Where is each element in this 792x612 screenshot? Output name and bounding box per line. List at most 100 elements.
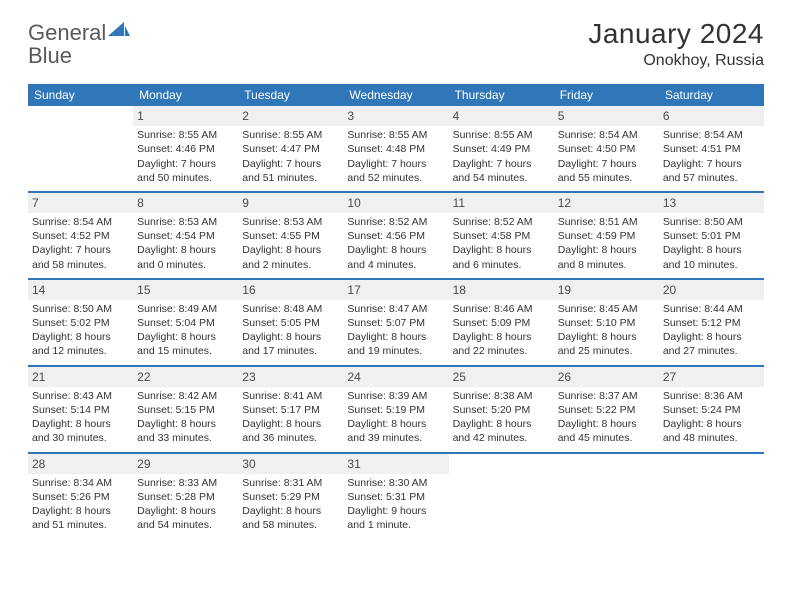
day-cell: 2Sunrise: 8:55 AMSunset: 4:47 PMDaylight… (238, 106, 343, 192)
day-cell: 23Sunrise: 8:41 AMSunset: 5:17 PMDayligh… (238, 366, 343, 453)
day-number: 17 (343, 280, 448, 300)
day-info-line: Daylight: 8 hours (347, 417, 444, 431)
day-info-line: and 51 minutes. (32, 518, 129, 532)
day-cell: 16Sunrise: 8:48 AMSunset: 5:05 PMDayligh… (238, 279, 343, 366)
day-cell: 11Sunrise: 8:52 AMSunset: 4:58 PMDayligh… (449, 192, 554, 279)
day-info-line: Sunrise: 8:49 AM (137, 302, 234, 316)
calendar-table: SundayMondayTuesdayWednesdayThursdayFrid… (28, 84, 764, 538)
day-number: 22 (133, 367, 238, 387)
day-info-line: Daylight: 8 hours (32, 504, 129, 518)
day-number: 24 (343, 367, 448, 387)
dow-header-cell: Thursday (449, 84, 554, 106)
day-info-line: Sunrise: 8:43 AM (32, 389, 129, 403)
day-number: 11 (449, 193, 554, 213)
day-cell: 27Sunrise: 8:36 AMSunset: 5:24 PMDayligh… (659, 366, 764, 453)
day-info-line: and 19 minutes. (347, 344, 444, 358)
day-info-line: Daylight: 8 hours (242, 417, 339, 431)
dow-header-cell: Tuesday (238, 84, 343, 106)
day-number: 1 (133, 106, 238, 126)
location: Onokhoy, Russia (588, 52, 764, 70)
day-info-line: Daylight: 8 hours (663, 243, 760, 257)
day-info-line: Sunset: 5:19 PM (347, 403, 444, 417)
week-row: 21Sunrise: 8:43 AMSunset: 5:14 PMDayligh… (28, 366, 764, 453)
day-info-line: Sunrise: 8:53 AM (137, 215, 234, 229)
day-number: 23 (238, 367, 343, 387)
day-number: 25 (449, 367, 554, 387)
brand-logo: General Blue (28, 22, 130, 68)
day-info-line: Sunrise: 8:50 AM (32, 302, 129, 316)
day-info-line: Sunrise: 8:45 AM (558, 302, 655, 316)
day-cell: 28Sunrise: 8:34 AMSunset: 5:26 PMDayligh… (28, 453, 133, 539)
day-info-line: Daylight: 7 hours (347, 157, 444, 171)
day-info-line: and 2 minutes. (242, 258, 339, 272)
day-info-line: Daylight: 8 hours (347, 330, 444, 344)
day-info-line: Sunset: 5:26 PM (32, 490, 129, 504)
day-info-line: Sunset: 5:24 PM (663, 403, 760, 417)
day-number: 27 (659, 367, 764, 387)
day-info-line: Daylight: 8 hours (32, 417, 129, 431)
day-number: 19 (554, 280, 659, 300)
day-cell: 29Sunrise: 8:33 AMSunset: 5:28 PMDayligh… (133, 453, 238, 539)
day-info-line: Sunrise: 8:51 AM (558, 215, 655, 229)
day-info-line: Sunrise: 8:47 AM (347, 302, 444, 316)
day-cell: 13Sunrise: 8:50 AMSunset: 5:01 PMDayligh… (659, 192, 764, 279)
week-row: 28Sunrise: 8:34 AMSunset: 5:26 PMDayligh… (28, 453, 764, 539)
day-info-line: Daylight: 7 hours (453, 157, 550, 171)
day-cell: 21Sunrise: 8:43 AMSunset: 5:14 PMDayligh… (28, 366, 133, 453)
day-info-line: and 27 minutes. (663, 344, 760, 358)
day-cell: 12Sunrise: 8:51 AMSunset: 4:59 PMDayligh… (554, 192, 659, 279)
day-info-line: and 33 minutes. (137, 431, 234, 445)
day-info-line: Sunset: 4:59 PM (558, 229, 655, 243)
day-info-line: Sunset: 5:15 PM (137, 403, 234, 417)
day-cell: 17Sunrise: 8:47 AMSunset: 5:07 PMDayligh… (343, 279, 448, 366)
day-info-line: Sunset: 5:31 PM (347, 490, 444, 504)
day-number: 4 (449, 106, 554, 126)
day-info-line: and 57 minutes. (663, 171, 760, 185)
day-info-line: Daylight: 8 hours (453, 330, 550, 344)
day-info-line: Sunrise: 8:39 AM (347, 389, 444, 403)
day-info-line: and 0 minutes. (137, 258, 234, 272)
day-info-line: Sunrise: 8:54 AM (32, 215, 129, 229)
day-cell: 14Sunrise: 8:50 AMSunset: 5:02 PMDayligh… (28, 279, 133, 366)
day-info-line: Daylight: 8 hours (242, 330, 339, 344)
day-info-line: Sunset: 5:28 PM (137, 490, 234, 504)
day-info-line: and 58 minutes. (32, 258, 129, 272)
day-number: 30 (238, 454, 343, 474)
day-info-line: Sunset: 4:58 PM (453, 229, 550, 243)
day-cell: 25Sunrise: 8:38 AMSunset: 5:20 PMDayligh… (449, 366, 554, 453)
day-cell (554, 453, 659, 539)
day-info-line: Sunrise: 8:33 AM (137, 476, 234, 490)
day-info-line: Sunrise: 8:46 AM (453, 302, 550, 316)
day-cell: 15Sunrise: 8:49 AMSunset: 5:04 PMDayligh… (133, 279, 238, 366)
logo-sail-icon (108, 22, 130, 45)
day-info-line: Sunrise: 8:55 AM (347, 128, 444, 142)
day-info-line: Sunset: 5:20 PM (453, 403, 550, 417)
day-info-line: and 39 minutes. (347, 431, 444, 445)
day-info-line: Sunset: 4:51 PM (663, 142, 760, 156)
day-number: 26 (554, 367, 659, 387)
day-number: 6 (659, 106, 764, 126)
day-number: 13 (659, 193, 764, 213)
day-info-line: Daylight: 8 hours (242, 243, 339, 257)
day-number: 18 (449, 280, 554, 300)
day-info-line: Daylight: 8 hours (347, 243, 444, 257)
header: General Blue January 2024 Onokhoy, Russi… (28, 18, 764, 70)
day-cell: 26Sunrise: 8:37 AMSunset: 5:22 PMDayligh… (554, 366, 659, 453)
dow-header-cell: Sunday (28, 84, 133, 106)
day-info-line: Sunset: 4:54 PM (137, 229, 234, 243)
dow-header-cell: Monday (133, 84, 238, 106)
day-info-line: Daylight: 8 hours (558, 330, 655, 344)
day-cell: 20Sunrise: 8:44 AMSunset: 5:12 PMDayligh… (659, 279, 764, 366)
day-number: 5 (554, 106, 659, 126)
day-info-line: Sunset: 5:04 PM (137, 316, 234, 330)
day-info-line: and 30 minutes. (32, 431, 129, 445)
day-info-line: Sunset: 5:10 PM (558, 316, 655, 330)
day-info-line: Sunset: 4:56 PM (347, 229, 444, 243)
day-info-line: Daylight: 7 hours (137, 157, 234, 171)
day-cell: 7Sunrise: 8:54 AMSunset: 4:52 PMDaylight… (28, 192, 133, 279)
day-info-line: and 6 minutes. (453, 258, 550, 272)
day-cell: 9Sunrise: 8:53 AMSunset: 4:55 PMDaylight… (238, 192, 343, 279)
day-info-line: Daylight: 7 hours (663, 157, 760, 171)
day-cell: 18Sunrise: 8:46 AMSunset: 5:09 PMDayligh… (449, 279, 554, 366)
day-number: 29 (133, 454, 238, 474)
